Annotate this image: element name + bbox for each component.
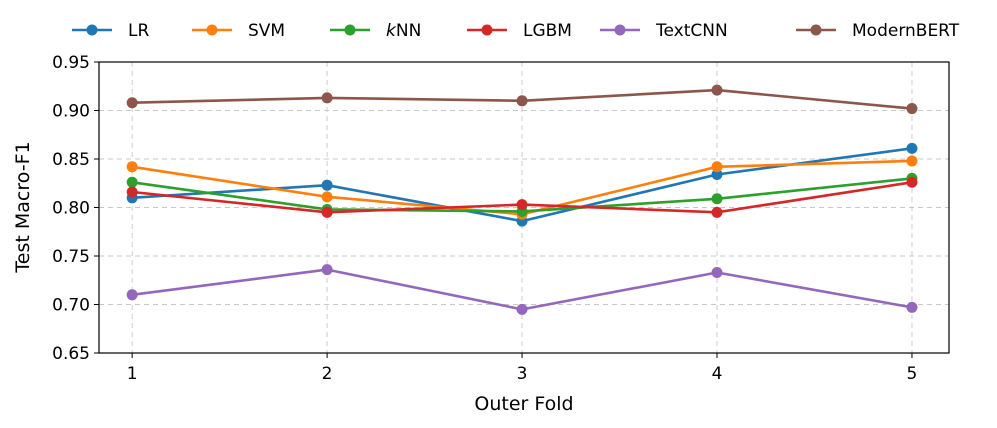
x-tick-label: 5 xyxy=(907,364,918,384)
data-point-textcnn xyxy=(126,289,138,301)
series-textcnn xyxy=(126,264,918,315)
y-tick-label: 0.80 xyxy=(52,199,90,219)
data-point-svm xyxy=(906,155,918,167)
data-point-modernbert xyxy=(906,103,918,115)
series-layer xyxy=(126,84,918,315)
legend-item-lgbm: LGBM xyxy=(467,21,572,41)
data-point-svm xyxy=(321,191,333,203)
y-tick-label: 0.85 xyxy=(52,150,90,170)
data-point-knn xyxy=(126,176,138,188)
data-point-modernbert xyxy=(126,97,138,109)
legend-marker xyxy=(810,24,822,36)
y-tick-label: 0.75 xyxy=(52,247,90,267)
legend-marker xyxy=(344,24,356,36)
legend-label: SVM xyxy=(248,21,285,41)
x-tick-label: 4 xyxy=(712,364,723,384)
y-axis-title: Test Macro-F1 xyxy=(12,141,34,273)
legend-marker xyxy=(614,24,626,36)
data-point-textcnn xyxy=(321,264,333,276)
x-tick-label: 3 xyxy=(517,364,528,384)
x-tick-label: 1 xyxy=(127,364,138,384)
data-point-lgbm xyxy=(906,176,918,188)
data-point-svm xyxy=(711,161,723,173)
data-point-lgbm xyxy=(711,206,723,218)
y-tick-label: 0.90 xyxy=(52,102,90,122)
axes: 1 2 3 4 5 0.65 0.70 0.75 0.80 0.85 0.90 0.95 xyxy=(52,53,917,384)
series-modernbert xyxy=(126,84,918,115)
y-tick-label: 0.95 xyxy=(52,53,90,73)
data-point-lgbm xyxy=(126,186,138,198)
legend-label: LR xyxy=(128,21,149,41)
legend-item-svm: SVM xyxy=(192,21,285,41)
data-point-lgbm xyxy=(516,199,528,211)
data-point-textcnn xyxy=(906,301,918,313)
legend-label: TextCNN xyxy=(655,21,728,41)
y-tick-label: 0.65 xyxy=(52,344,90,364)
legend-item-modernbert: ModernBERT xyxy=(796,21,960,41)
legend-label: kNN xyxy=(386,21,421,41)
legend-marker xyxy=(206,24,218,36)
legend-item-knn: kNN xyxy=(330,21,421,41)
data-point-modernbert xyxy=(321,92,333,104)
y-tick-label: 0.70 xyxy=(52,296,90,316)
legend: LR SVM kNN LGBM TextCNN ModernBERT xyxy=(72,21,960,41)
data-point-lr xyxy=(711,169,723,181)
legend-label: ModernBERT xyxy=(852,21,960,41)
legend-item-lr: LR xyxy=(72,21,149,41)
data-point-lr xyxy=(906,142,918,154)
data-point-textcnn xyxy=(711,266,723,278)
legend-label: LGBM xyxy=(523,21,572,41)
data-point-modernbert xyxy=(711,84,723,96)
data-point-modernbert xyxy=(516,95,528,107)
data-point-knn xyxy=(711,193,723,205)
legend-marker xyxy=(481,24,493,36)
legend-item-textcnn: TextCNN xyxy=(600,21,728,41)
data-point-textcnn xyxy=(516,303,528,315)
series-lgbm xyxy=(126,176,918,218)
data-point-lgbm xyxy=(321,206,333,218)
x-tick-label: 2 xyxy=(322,364,333,384)
x-axis-title: Outer Fold xyxy=(474,393,573,415)
data-point-svm xyxy=(126,161,138,173)
legend-marker xyxy=(86,24,98,36)
data-point-lr xyxy=(321,179,333,191)
